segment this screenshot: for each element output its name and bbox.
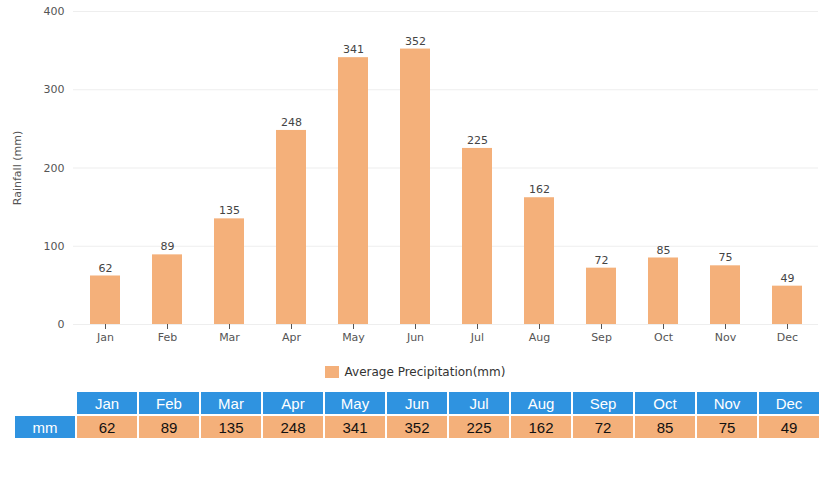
svg-text:May: May xyxy=(342,331,365,344)
html-text:Feb: Feb xyxy=(156,394,182,412)
html-text:Apr: Apr xyxy=(281,394,305,412)
svg-text:Rainfall (mm): Rainfall (mm) xyxy=(11,131,24,205)
svg-text:Jan: Jan xyxy=(96,331,114,344)
svg-text:248: 248 xyxy=(281,116,302,129)
svg-text:89: 89 xyxy=(161,240,175,253)
svg-text:0: 0 xyxy=(58,318,65,331)
svg-text:Dec: Dec xyxy=(777,331,798,344)
html-text:Jun: Jun xyxy=(404,394,430,412)
html-text:Average Precipitation(mm): Average Precipitation(mm) xyxy=(344,365,506,379)
html-text:225: 225 xyxy=(466,418,492,436)
svg-text:85: 85 xyxy=(657,244,671,257)
html-text:49: 49 xyxy=(780,418,798,436)
svg-text:225: 225 xyxy=(467,134,488,147)
html-text:Oct: Oct xyxy=(653,394,677,412)
html-text:62: 62 xyxy=(98,418,116,436)
html-text:162: 162 xyxy=(528,418,554,436)
html-text:Jan: Jan xyxy=(94,394,120,412)
svg-text:400: 400 xyxy=(44,5,65,18)
svg-text:62: 62 xyxy=(99,262,113,275)
html-text:75: 75 xyxy=(718,418,736,436)
svg-text:162: 162 xyxy=(529,183,550,196)
html-text:Mar: Mar xyxy=(218,394,244,412)
svg-text:Aug: Aug xyxy=(529,331,550,344)
svg-text:Oct: Oct xyxy=(654,331,674,344)
svg-text:Jul: Jul xyxy=(470,331,484,344)
svg-text:Apr: Apr xyxy=(282,331,302,344)
html-text:72: 72 xyxy=(594,418,612,436)
html-text:mm: mm xyxy=(32,418,58,436)
html-text:Jul: Jul xyxy=(469,394,489,412)
svg-text:Sep: Sep xyxy=(591,331,612,344)
svg-text:Mar: Mar xyxy=(219,331,240,344)
html-text:352: 352 xyxy=(404,418,430,436)
html-text:341: 341 xyxy=(342,418,368,436)
svg-text:Jun: Jun xyxy=(406,331,424,344)
html-text:85: 85 xyxy=(656,418,674,436)
html-text:Sep: Sep xyxy=(589,394,617,412)
svg-text:75: 75 xyxy=(719,251,733,264)
svg-text:Feb: Feb xyxy=(158,331,177,344)
html-text:135: 135 xyxy=(218,418,244,436)
svg-text:200: 200 xyxy=(44,162,65,175)
svg-text:Nov: Nov xyxy=(715,331,737,344)
html-text:Dec: Dec xyxy=(775,394,803,412)
svg-text:100: 100 xyxy=(44,240,65,253)
svg-text:72: 72 xyxy=(595,254,609,267)
svg-text:49: 49 xyxy=(781,272,795,285)
svg-text:300: 300 xyxy=(44,83,65,96)
html-text:May: May xyxy=(340,394,370,412)
html-text:Aug: Aug xyxy=(527,394,555,412)
svg-text:341: 341 xyxy=(343,43,364,56)
html-text:248: 248 xyxy=(280,418,306,436)
html-text:89: 89 xyxy=(160,418,178,436)
html-text:Nov: Nov xyxy=(713,394,741,412)
svg-text:135: 135 xyxy=(219,204,240,217)
svg-text:352: 352 xyxy=(405,35,426,48)
